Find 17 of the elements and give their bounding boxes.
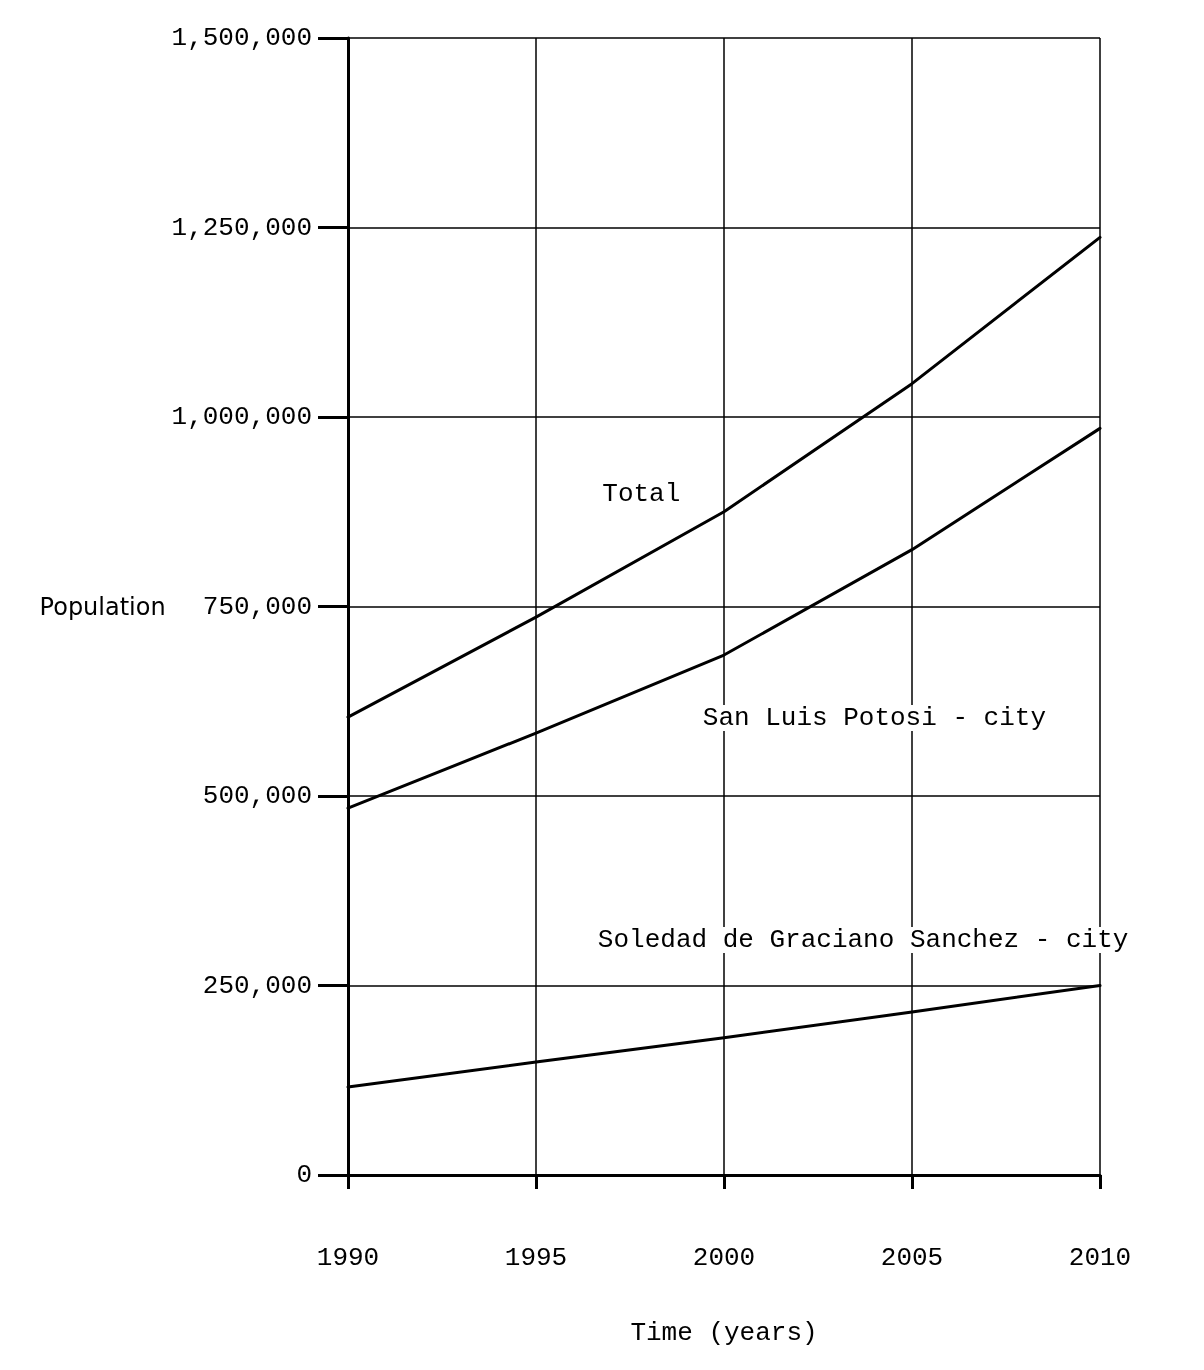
x-tick-label: 1995 — [504, 1243, 568, 1273]
y-tick-label: 0 — [296, 1160, 312, 1190]
x-tick-label: 2010 — [1068, 1243, 1132, 1273]
x-tick-label: 2000 — [692, 1243, 756, 1273]
series-label: Total — [602, 479, 681, 510]
series-label: San Luis Potosi - city — [702, 702, 1047, 733]
y-tick-label: 1,250,000 — [171, 212, 312, 243]
x-tick-label: 1990 — [316, 1243, 380, 1273]
x-tick-label: 2005 — [880, 1243, 944, 1273]
y-tick-label: 750,000 — [202, 591, 312, 622]
y-axis-title: Population — [39, 592, 166, 621]
y-tick-label: 250,000 — [202, 970, 312, 1001]
y-tick-label: 1,500,000 — [171, 23, 312, 53]
x-axis-title: Time (years) — [630, 1318, 818, 1348]
y-tick-label: 500,000 — [202, 781, 312, 811]
series-label: Soledad de Graciano Sanchez - city — [597, 925, 1129, 956]
y-tick-label: 1,000,000 — [171, 402, 312, 432]
